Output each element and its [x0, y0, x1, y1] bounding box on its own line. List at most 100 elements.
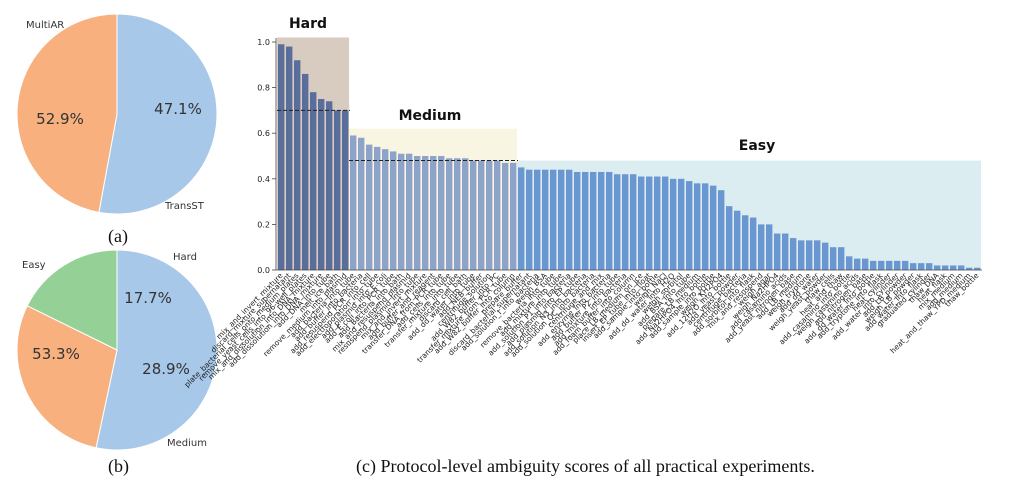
bar: [302, 73, 309, 270]
bar: [550, 169, 557, 270]
bar: [734, 210, 741, 270]
pie-value-transst: 47.1%: [154, 100, 202, 118]
bar: [934, 265, 941, 270]
pie-slice-multiar: [98, 13, 218, 215]
bar: [414, 156, 421, 270]
y-tick-label: 0.0: [257, 266, 270, 275]
bar: [702, 183, 709, 270]
bar: [926, 263, 933, 270]
bar: [766, 224, 773, 270]
bar: [774, 233, 781, 270]
bar: [342, 110, 349, 271]
bar: [366, 144, 373, 270]
bar: [558, 169, 565, 270]
bar: [870, 260, 877, 270]
bar: [598, 171, 605, 270]
bar: [382, 149, 389, 270]
bar: [582, 171, 589, 270]
bar: [854, 258, 861, 270]
bar: [574, 171, 581, 270]
bar: [838, 247, 845, 270]
bar: [710, 185, 717, 270]
bar: [518, 167, 525, 270]
bar: [494, 160, 501, 270]
region-label-hard: Hard: [289, 16, 327, 32]
region-label-medium: Medium: [399, 108, 462, 124]
y-tick-label: 0.8: [257, 84, 270, 93]
bar: [462, 158, 469, 270]
bar: [790, 238, 797, 270]
pie-value-easy: 53.3%: [32, 345, 80, 363]
bar: [350, 135, 357, 270]
bar: [686, 181, 693, 270]
bar: [390, 151, 397, 270]
pie-label-hard: Hard: [173, 252, 197, 263]
region-label-easy: Easy: [739, 138, 775, 154]
bar: [470, 160, 477, 270]
y-tick-label: 0.4: [257, 175, 270, 184]
bar: [526, 169, 533, 270]
bar: [502, 162, 509, 270]
bar: [670, 178, 677, 270]
bar-chart-c: HardMediumEasy0.00.20.40.60.81.0mix_and_…: [182, 16, 982, 389]
bar: [438, 156, 445, 270]
bar: [542, 169, 549, 270]
bar: [486, 160, 493, 270]
bar: [694, 183, 701, 270]
bar: [822, 242, 829, 270]
bar: [614, 174, 621, 270]
bar: [950, 265, 957, 270]
bar: [662, 176, 669, 270]
bar: [862, 258, 869, 270]
bar: [622, 174, 629, 270]
bar: [606, 171, 613, 270]
bar: [894, 260, 901, 270]
caption-c: (c) Protocol-level ambiguity scores of a…: [356, 456, 815, 476]
bar: [886, 260, 893, 270]
bar: [326, 101, 333, 270]
bar: [846, 256, 853, 270]
bar: [358, 137, 365, 270]
pie-slice-hard: [26, 249, 118, 351]
bar: [966, 267, 973, 270]
pie-label-medium: Medium: [167, 438, 207, 449]
pie-slice-transst: [16, 13, 118, 213]
bar: [422, 156, 429, 270]
bar: [590, 171, 597, 270]
bar: [310, 92, 317, 270]
bar: [726, 206, 733, 270]
bar: [278, 44, 285, 270]
bar: [294, 60, 301, 270]
bar: [406, 153, 413, 270]
bar: [454, 158, 461, 270]
bar: [374, 146, 381, 270]
bar: [398, 153, 405, 270]
pie-value-medium: 28.9%: [142, 360, 190, 378]
pie-value-hard: 17.7%: [124, 289, 172, 307]
bar: [318, 99, 325, 270]
bar: [334, 110, 341, 271]
bar: [878, 260, 885, 270]
bar: [678, 178, 685, 270]
bar: [478, 160, 485, 270]
bar: [510, 162, 517, 270]
bar: [718, 190, 725, 270]
bar: [430, 156, 437, 270]
pie-slice-medium: [16, 305, 118, 449]
bar: [630, 174, 637, 270]
bar: [918, 263, 925, 270]
bar: [758, 224, 765, 270]
pie-label-transst: TransST: [164, 201, 205, 212]
bar: [286, 46, 293, 271]
pie-slice-easy: [95, 249, 218, 451]
bar: [750, 217, 757, 270]
bar: [798, 240, 805, 270]
pie-chart-a: MultiAR 52.9% TransST 47.1%: [16, 13, 218, 215]
bar: [910, 263, 917, 270]
bar: [534, 169, 541, 270]
y-tick-label: 1.0: [257, 38, 270, 47]
bar: [942, 265, 949, 270]
bar: [446, 158, 453, 270]
caption-b: (b): [108, 456, 129, 476]
